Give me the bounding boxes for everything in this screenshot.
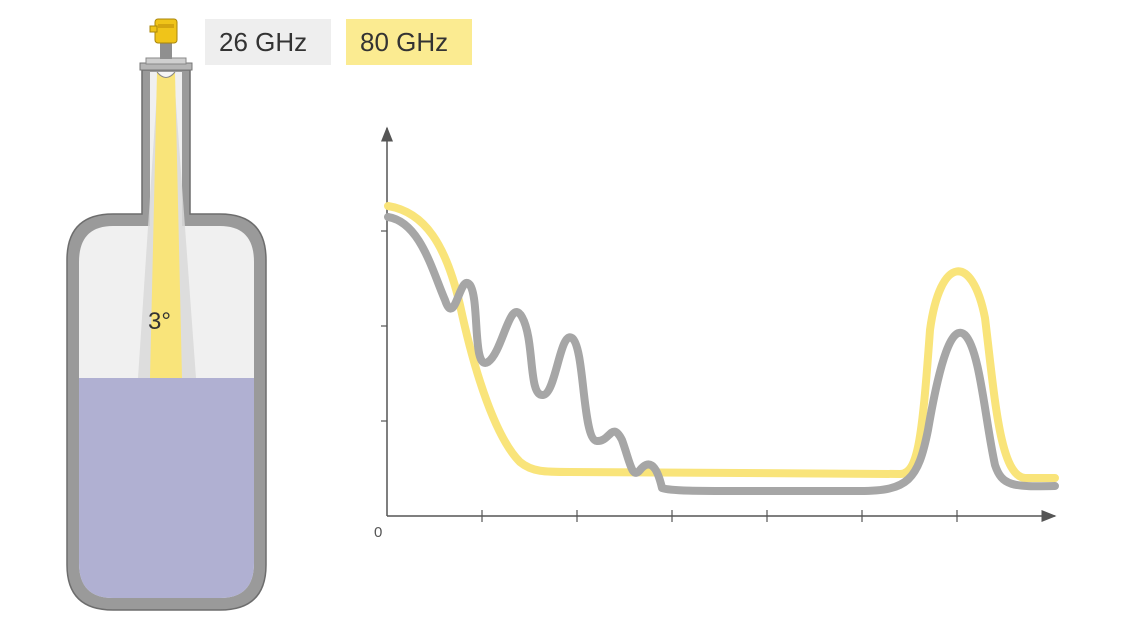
x-axis-origin-label: 0 [374, 524, 383, 541]
chart-axes [381, 126, 1057, 522]
legend-80ghz-label: 80 GHz [346, 19, 472, 65]
legend-26ghz-label: 26 GHz [205, 19, 331, 65]
echo-curve-80ghz [384, 202, 1059, 482]
beam-80ghz [150, 72, 182, 378]
vessel-liquid [79, 378, 254, 598]
beam-angle-label: 3° [148, 308, 171, 335]
echo-curve-26ghz [384, 213, 1059, 495]
radar-sensor-icon [139, 18, 193, 78]
